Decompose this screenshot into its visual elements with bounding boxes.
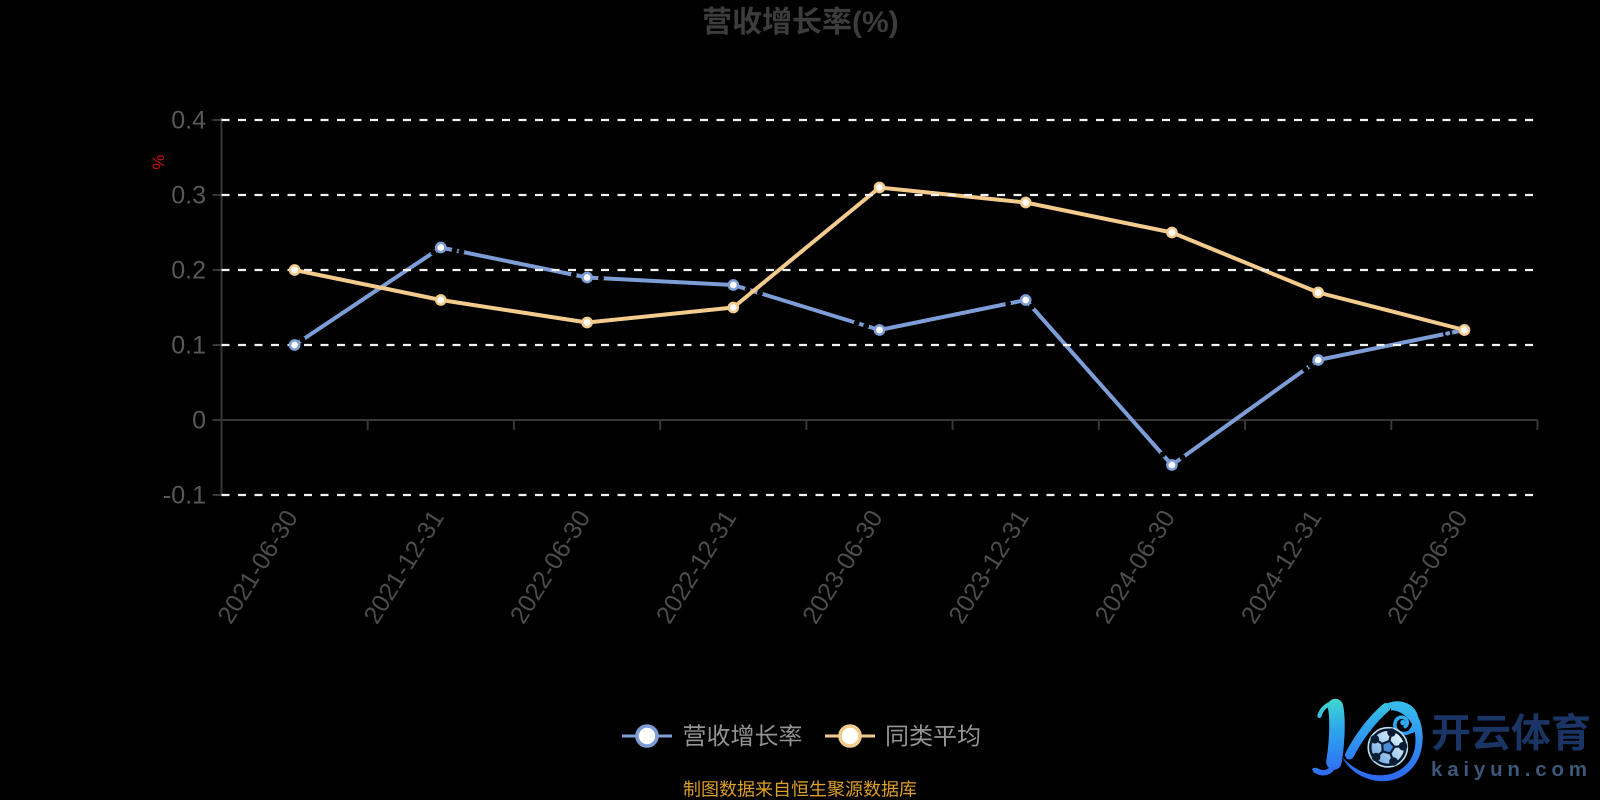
svg-text:(%): (%) <box>852 6 899 39</box>
svg-text:0.4: 0.4 <box>171 107 206 135</box>
svg-text:-0.1: -0.1 <box>163 482 206 510</box>
svg-text:kaiyun.com: kaiyun.com <box>1431 758 1592 781</box>
svg-text:0: 0 <box>192 407 206 435</box>
svg-text:0.3: 0.3 <box>171 182 206 210</box>
svg-text:0.2: 0.2 <box>171 257 206 285</box>
svg-text:%: % <box>149 154 168 169</box>
svg-text:0.1: 0.1 <box>171 332 206 360</box>
